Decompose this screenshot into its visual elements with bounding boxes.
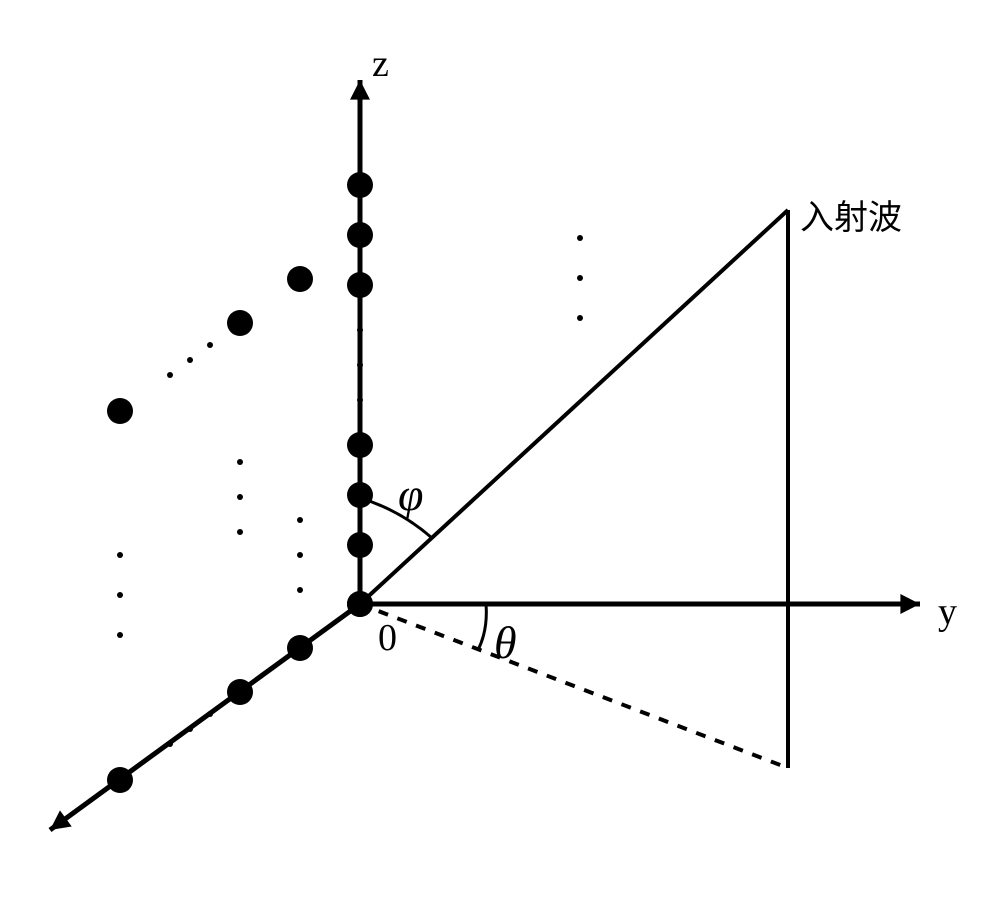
incident-wave-label: 入射波 [800, 190, 902, 239]
theta-angle-label: θ [494, 616, 517, 669]
y-axis-label: y [938, 590, 957, 634]
coordinate-diagram [0, 0, 1000, 917]
phi-angle-label: φ [398, 468, 423, 521]
origin-label: 0 [378, 616, 397, 660]
z-axis-label: z [372, 42, 389, 86]
